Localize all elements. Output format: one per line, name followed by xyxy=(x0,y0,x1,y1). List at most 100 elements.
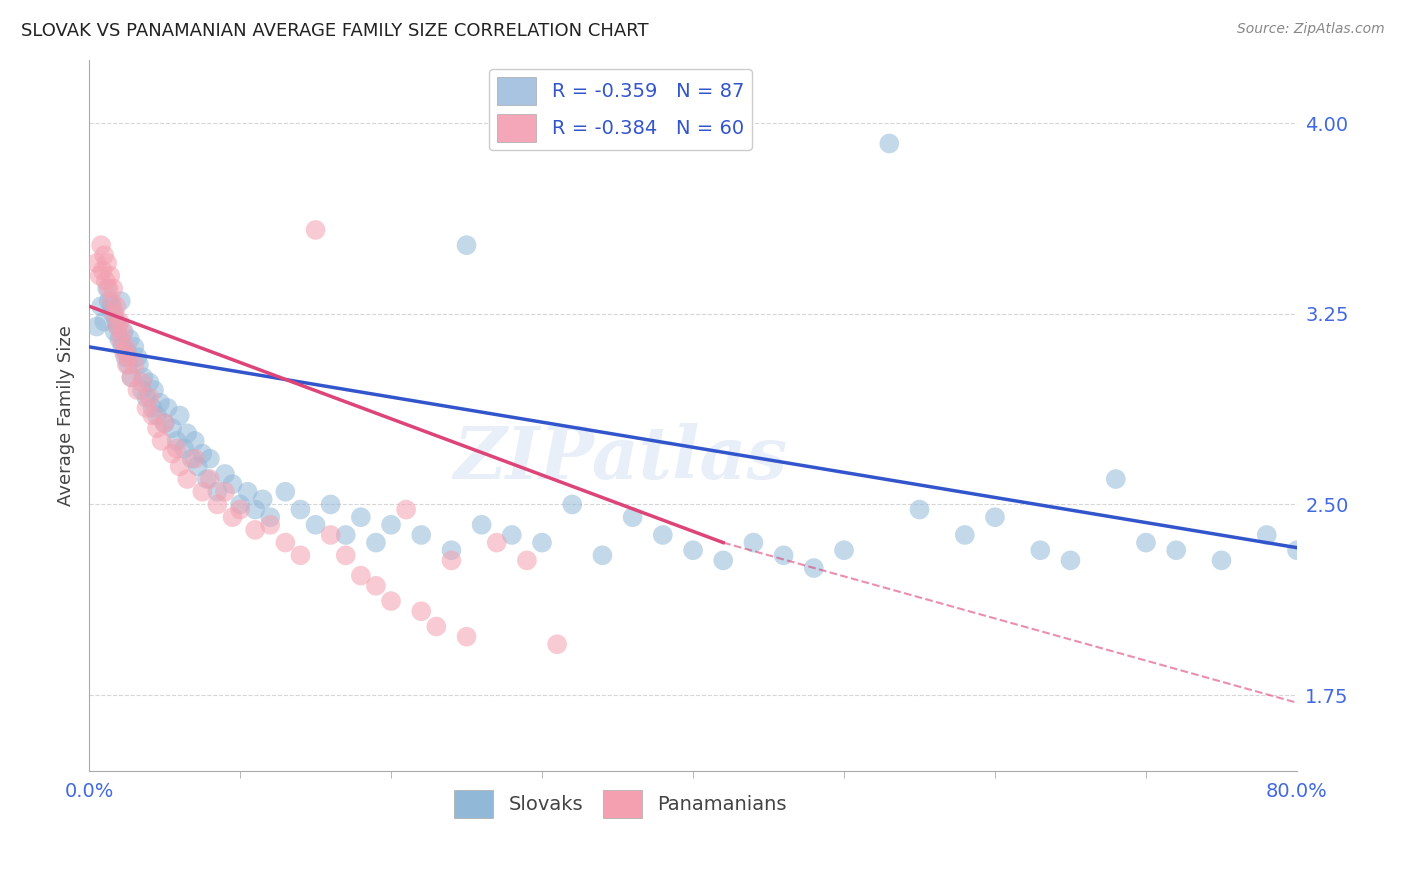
Point xyxy=(86,319,108,334)
Point xyxy=(243,523,266,537)
Point xyxy=(97,294,120,309)
Point xyxy=(682,543,704,558)
Point xyxy=(471,517,494,532)
Point xyxy=(114,350,136,364)
Point xyxy=(124,340,146,354)
Point xyxy=(90,299,112,313)
Point xyxy=(274,484,297,499)
Point xyxy=(132,370,155,384)
Point xyxy=(221,510,243,524)
Point xyxy=(112,345,135,359)
Point xyxy=(100,299,122,313)
Point xyxy=(456,630,478,644)
Point xyxy=(153,416,176,430)
Point xyxy=(169,409,191,423)
Point xyxy=(411,528,433,542)
Point xyxy=(86,256,108,270)
Point xyxy=(166,434,188,448)
Point xyxy=(440,543,463,558)
Text: SLOVAK VS PANAMANIAN AVERAGE FAMILY SIZE CORRELATION CHART: SLOVAK VS PANAMANIAN AVERAGE FAMILY SIZE… xyxy=(21,22,648,40)
Point xyxy=(156,401,179,415)
Point xyxy=(485,535,508,549)
Point xyxy=(120,370,142,384)
Point xyxy=(561,498,583,512)
Point xyxy=(319,498,342,512)
Text: Source: ZipAtlas.com: Source: ZipAtlas.com xyxy=(1237,22,1385,37)
Point xyxy=(531,535,554,549)
Point xyxy=(191,484,214,499)
Point xyxy=(169,459,191,474)
Point xyxy=(221,477,243,491)
Point xyxy=(214,484,236,499)
Point xyxy=(135,401,157,415)
Point xyxy=(651,528,673,542)
Point xyxy=(456,238,478,252)
Point xyxy=(107,319,129,334)
Point xyxy=(90,238,112,252)
Point xyxy=(115,345,138,359)
Point xyxy=(546,637,568,651)
Point xyxy=(104,307,127,321)
Point xyxy=(187,459,209,474)
Point xyxy=(120,370,142,384)
Point xyxy=(1135,535,1157,549)
Point xyxy=(153,416,176,430)
Point xyxy=(115,358,138,372)
Point xyxy=(104,325,127,339)
Point xyxy=(198,472,221,486)
Point xyxy=(350,510,373,524)
Point xyxy=(111,325,134,339)
Point xyxy=(1166,543,1188,558)
Point xyxy=(146,421,169,435)
Point xyxy=(107,319,129,334)
Point xyxy=(304,223,326,237)
Point xyxy=(1285,543,1308,558)
Point xyxy=(118,332,141,346)
Point xyxy=(516,553,538,567)
Point xyxy=(138,376,160,390)
Point xyxy=(252,492,274,507)
Point xyxy=(114,340,136,354)
Legend: Slovaks, Panamanians: Slovaks, Panamanians xyxy=(447,782,794,826)
Point xyxy=(96,281,118,295)
Point xyxy=(984,510,1007,524)
Point xyxy=(94,274,117,288)
Point xyxy=(803,561,825,575)
Point xyxy=(141,409,163,423)
Point xyxy=(110,294,132,309)
Point xyxy=(243,502,266,516)
Point xyxy=(141,401,163,415)
Point xyxy=(1256,528,1278,542)
Y-axis label: Average Family Size: Average Family Size xyxy=(58,325,75,506)
Point xyxy=(108,332,131,346)
Point xyxy=(93,314,115,328)
Point xyxy=(319,528,342,542)
Point xyxy=(184,434,207,448)
Point xyxy=(184,451,207,466)
Point xyxy=(501,528,523,542)
Point xyxy=(105,299,128,313)
Point xyxy=(229,498,252,512)
Point xyxy=(176,472,198,486)
Point xyxy=(160,447,183,461)
Point xyxy=(195,472,218,486)
Point xyxy=(259,517,281,532)
Point xyxy=(214,467,236,481)
Point xyxy=(1059,553,1081,567)
Point xyxy=(411,604,433,618)
Point xyxy=(380,594,402,608)
Point xyxy=(160,421,183,435)
Point xyxy=(108,314,131,328)
Point xyxy=(166,442,188,456)
Point xyxy=(207,498,229,512)
Point xyxy=(395,502,418,516)
Point xyxy=(146,409,169,423)
Point xyxy=(335,528,357,542)
Point xyxy=(117,358,139,372)
Point xyxy=(96,256,118,270)
Point xyxy=(1211,553,1233,567)
Point xyxy=(91,263,114,277)
Point xyxy=(111,340,134,354)
Point xyxy=(591,549,613,563)
Point xyxy=(335,549,357,563)
